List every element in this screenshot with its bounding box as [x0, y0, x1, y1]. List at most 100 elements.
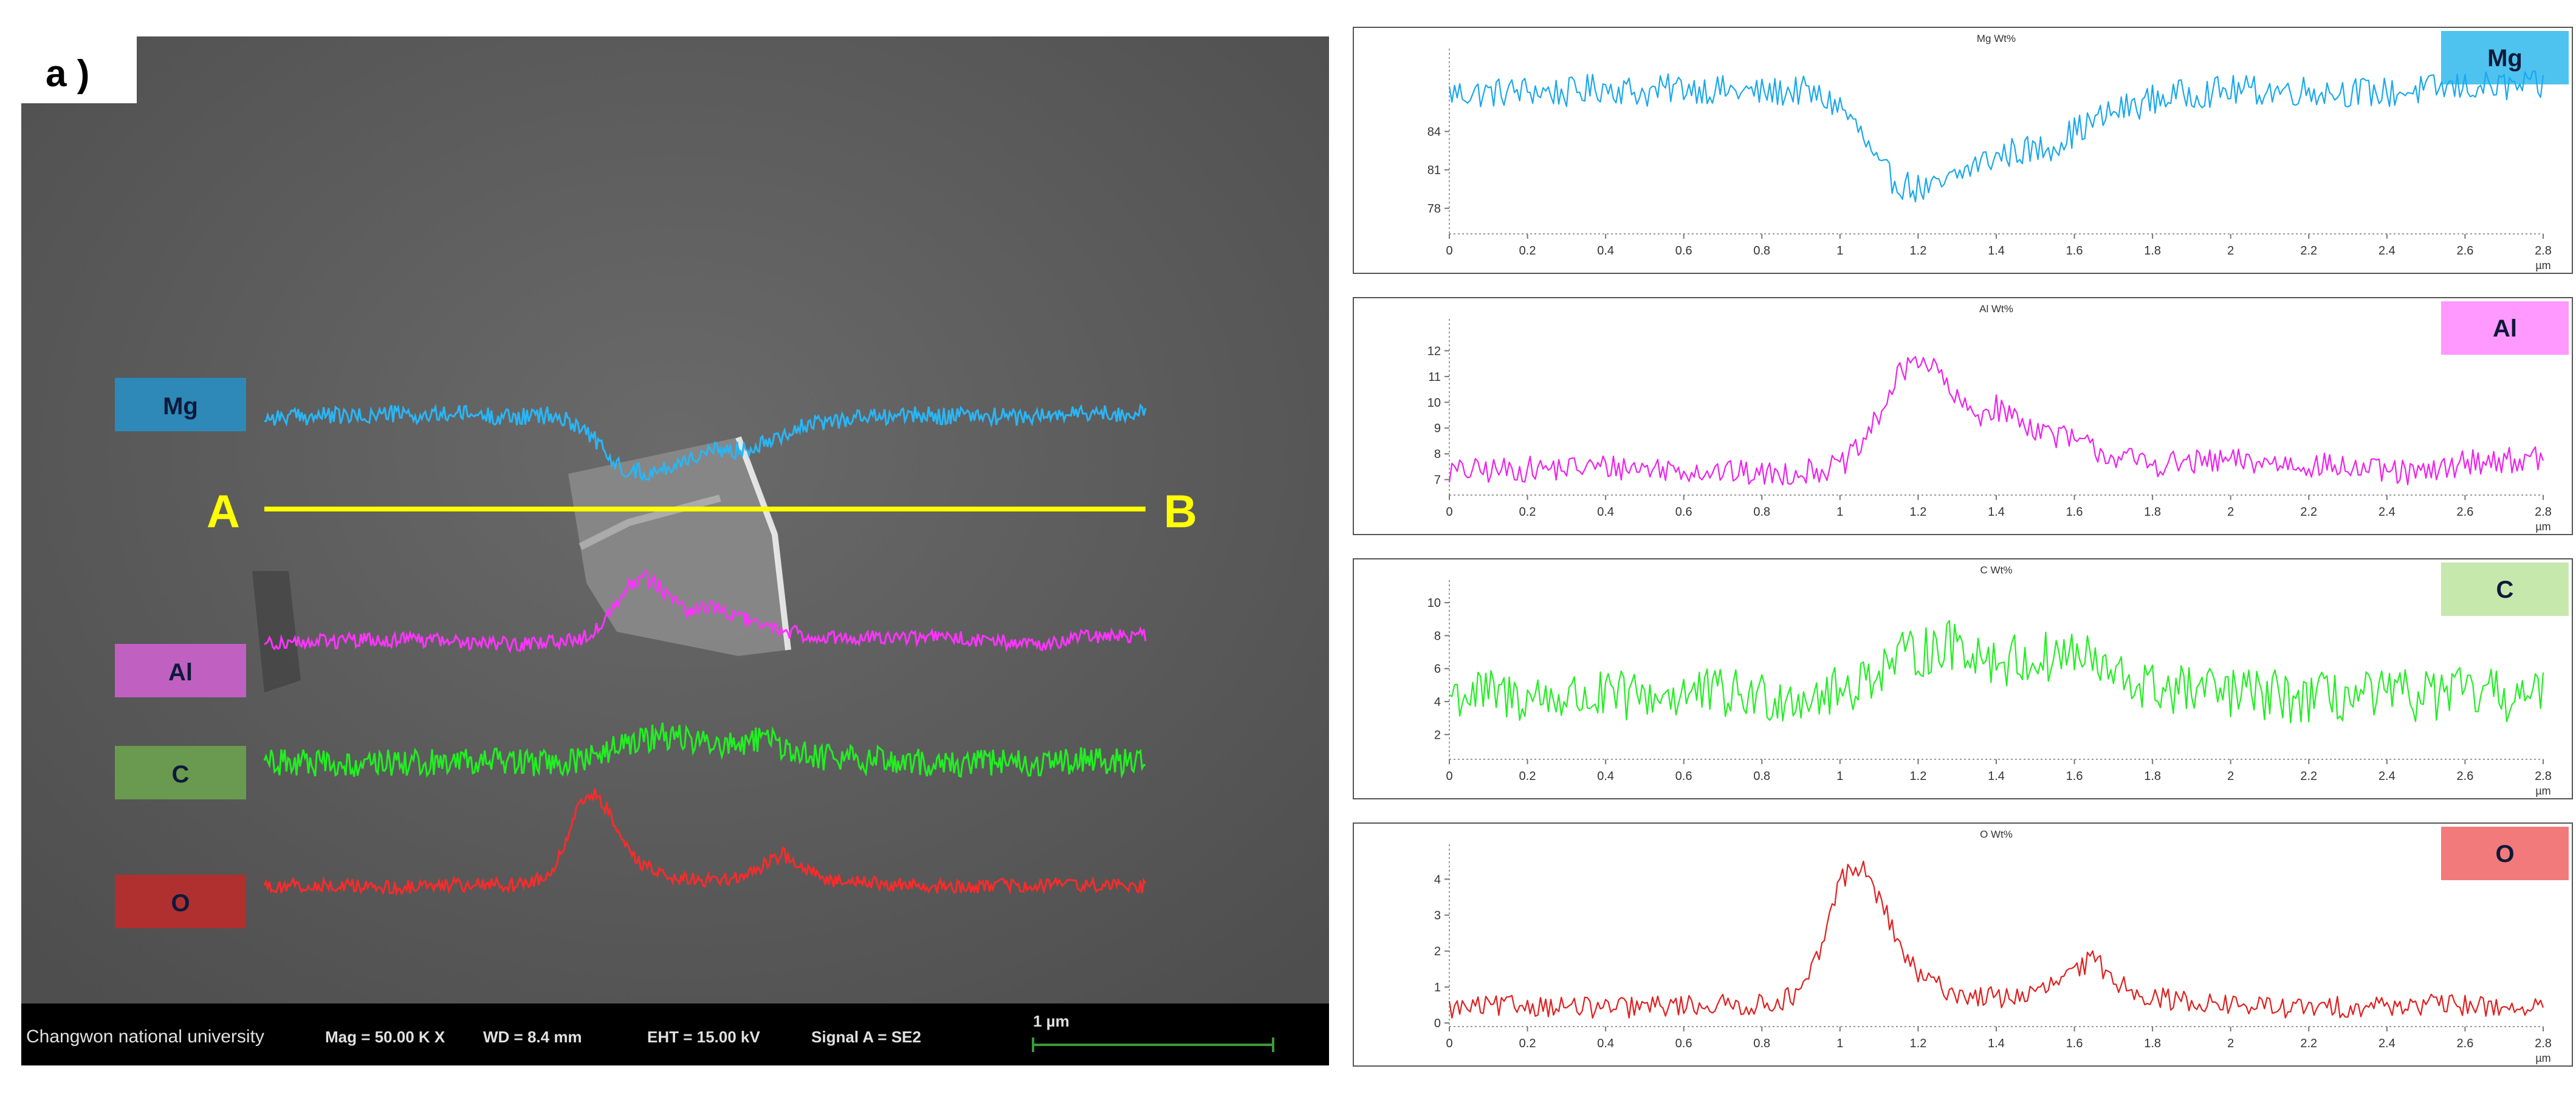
x-tick-label: 1.8	[2144, 770, 2161, 783]
x-tick-label: 2.2	[2300, 1037, 2317, 1050]
x-tick-label: 1.2	[1910, 1037, 1927, 1050]
x-tick-label: 2	[2227, 505, 2234, 519]
x-tick-label: 1.6	[2066, 1037, 2083, 1050]
y-tick-label: 8	[1434, 629, 1441, 643]
y-tick-label: 4	[1434, 696, 1441, 709]
line-scan-charts: b ) Mg Wt%Mg78818400.20.40.60.811.21.41.…	[1353, 27, 2573, 1067]
x-tick-label: 2.4	[2379, 244, 2396, 258]
chart-frame	[1353, 27, 2573, 274]
y-tick-label: 12	[1427, 344, 1441, 358]
x-tick-label: 1	[1836, 770, 1843, 783]
footer-institution: Changwon national university	[26, 1027, 264, 1047]
particle	[568, 437, 787, 656]
x-axis-label: µm	[2535, 785, 2550, 797]
x-tick-label: 1.8	[2144, 244, 2161, 258]
scan-start-label: A	[207, 486, 240, 538]
chart-title: O Wt%	[1980, 829, 2013, 840]
x-tick-label: 2.4	[2379, 505, 2396, 519]
footer-mag: Mag = 50.00 K X	[325, 1028, 445, 1046]
y-tick-label: 2	[1434, 728, 1441, 742]
x-tick-label: 0.2	[1519, 505, 1536, 519]
y-tick-label: 4	[1434, 873, 1441, 886]
badge-o-label: O	[171, 890, 190, 917]
y-tick-label: 2	[1434, 945, 1441, 959]
footer-wd: WD = 8.4 mm	[483, 1028, 582, 1046]
sem-image: A B Mg Al C O a ) Changwon national univ…	[21, 36, 1329, 1065]
x-tick-label: 1	[1836, 244, 1843, 258]
chart-frame	[1353, 297, 2573, 535]
chart-c: C Wt% C 2 4 6 8 10 0 0.2 0.4 0.6 0.8 1 1.2 1.4 1.6 1.8 2 2…	[1353, 558, 2573, 799]
x-tick-label: 2.8	[2535, 770, 2552, 783]
x-tick-label: 2.6	[2457, 770, 2474, 783]
x-tick-label: 0.4	[1597, 770, 1614, 783]
x-tick-label: 2.8	[2535, 505, 2552, 519]
chart-badge-label: Mg	[2487, 45, 2523, 72]
x-tick-label: 2	[2227, 1037, 2234, 1050]
footer-signal: Signal A = SE2	[811, 1028, 921, 1046]
badge-o: O	[115, 875, 246, 928]
panel-a-label: a )	[46, 53, 89, 95]
x-tick-label: 0	[1446, 505, 1452, 519]
panel-a-label-box	[21, 36, 137, 103]
chart-mg: Mg Wt% Mg 78 81 84 0 0.2 0.4 0.6 0.8 1 1.2 1.4 1.6 1.8…	[1353, 27, 2573, 274]
x-tick-label: 0.6	[1675, 505, 1692, 519]
y-tick-label: 78	[1427, 202, 1441, 216]
series-line-c	[1449, 620, 2544, 723]
y-tick-label: 10	[1427, 597, 1441, 610]
x-tick-label: 2.6	[2457, 505, 2474, 519]
x-tick-label: 2	[2227, 244, 2234, 258]
chart-badge-label: Al	[2493, 315, 2517, 342]
y-tick-label: 84	[1427, 125, 1441, 138]
x-tick-label: 0.4	[1597, 244, 1614, 258]
chart-badge-label: O	[2495, 841, 2514, 867]
x-axis-label: µm	[2535, 259, 2550, 272]
x-tick-label: 1	[1836, 505, 1843, 519]
chart-badge	[2441, 562, 2569, 616]
x-tick-label: 0.6	[1675, 770, 1692, 783]
line-scan-charts-panel: b ) Mg Wt%Mg78818400.20.40.60.811.21.41.…	[1352, 0, 2576, 1094]
x-tick-label: 1.4	[1988, 770, 2005, 783]
particle-edge	[735, 436, 791, 651]
chart-badge	[2441, 827, 2569, 880]
particle-edge-2	[579, 494, 721, 550]
x-tick-label: 2.6	[2457, 244, 2474, 258]
x-tick-label: 0.8	[1753, 244, 1770, 258]
series-line-al	[1448, 356, 2544, 486]
series-line-mg	[1448, 70, 2544, 203]
chart-title: C Wt%	[1980, 564, 2013, 576]
x-tick-label: 1.2	[1910, 770, 1927, 783]
x-tick-label: 0.2	[1519, 244, 1536, 258]
badge-mg: Mg	[115, 378, 246, 431]
badge-al: Al	[115, 644, 246, 697]
overlay-profile-c	[263, 722, 1146, 779]
y-tick-label: 81	[1427, 164, 1441, 177]
x-tick-label: 0.4	[1597, 1037, 1614, 1050]
x-tick-label: 0.8	[1753, 770, 1770, 783]
y-tick-label: 7	[1434, 474, 1441, 487]
chart-o: O Wt% O 0 1 2 3 4 0 0.2 0.4 0.6 0.8 1 1.2 1.4 1.6 1.8 2 2.…	[1353, 822, 2573, 1067]
x-tick-label: 1.6	[2066, 505, 2083, 519]
x-tick-label: 0	[1446, 770, 1452, 783]
x-tick-label: 1.4	[1988, 244, 2005, 258]
x-tick-label: 1.8	[2144, 505, 2161, 519]
x-tick-label: 2.8	[2535, 1037, 2552, 1050]
chart-title: Al Wt%	[1979, 303, 2013, 315]
x-tick-label: 2.4	[2379, 1037, 2396, 1050]
y-tick-label: 6	[1434, 663, 1441, 676]
dark-feature	[252, 571, 301, 692]
x-tick-label: 2.2	[2300, 770, 2317, 783]
x-tick-label: 2.6	[2457, 1037, 2474, 1050]
y-tick-label: 3	[1434, 909, 1441, 923]
scan-end-label: B	[1164, 486, 1197, 538]
badge-mg-label: Mg	[163, 393, 198, 420]
y-tick-label: 0	[1434, 1017, 1441, 1030]
x-tick-label: 1.2	[1910, 244, 1927, 258]
badge-c: C	[115, 746, 246, 799]
x-tick-label: 1.6	[2066, 244, 2083, 258]
x-tick-label: 0.2	[1519, 1037, 1536, 1050]
footer-eht: EHT = 15.00 kV	[647, 1028, 760, 1046]
x-axis-label: µm	[2535, 521, 2550, 533]
x-tick-label: 1.8	[2144, 1037, 2161, 1050]
x-tick-label: 0.4	[1597, 505, 1614, 519]
y-tick-label: 1	[1434, 981, 1441, 994]
